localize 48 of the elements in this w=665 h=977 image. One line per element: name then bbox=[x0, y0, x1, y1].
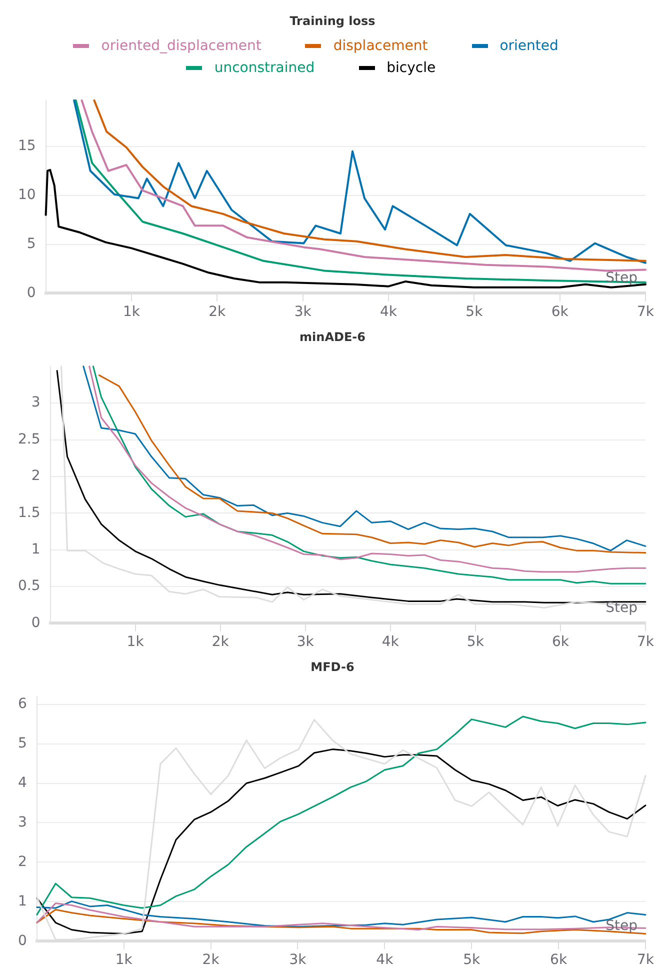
y-tick-label: 1.5 bbox=[18, 504, 40, 521]
x-tick-label: 4k bbox=[376, 952, 394, 968]
y-tick-label: 4 bbox=[18, 774, 27, 791]
x-tick-label: 1k bbox=[122, 304, 141, 320]
x-tick-label: 1k bbox=[126, 634, 145, 650]
y-tick-label: 3 bbox=[18, 814, 27, 830]
y-tick-label: 5 bbox=[26, 236, 36, 252]
x-tick-label: 3k bbox=[289, 952, 308, 968]
x-tick-label: 4k bbox=[382, 634, 400, 650]
x-tick-label: 6k bbox=[552, 634, 570, 650]
x-tick-label: 5k bbox=[466, 304, 484, 320]
x-tick-label: 5k bbox=[463, 952, 482, 968]
y-tick-label: 15 bbox=[18, 138, 36, 154]
y-tick-label: 6 bbox=[18, 696, 27, 712]
chart-title: MFD-6 bbox=[310, 659, 356, 676]
y-tick-label: 2 bbox=[31, 468, 40, 484]
x-tick-label: 3k bbox=[294, 304, 312, 320]
x-tick-label: 2k bbox=[212, 634, 230, 650]
x-tick-label: 7k bbox=[636, 634, 655, 650]
y-tick-label: 0 bbox=[18, 932, 27, 949]
y-tick-label: 1 bbox=[18, 893, 27, 910]
x-tick-label: 1k bbox=[115, 952, 134, 968]
x-tick-label: 2k bbox=[208, 304, 227, 320]
legend-label: unconstrained bbox=[214, 59, 315, 78]
chart-title: Training loss bbox=[288, 13, 376, 30]
chart-title: minADE-6 bbox=[298, 329, 366, 346]
x-tick-label: 7k bbox=[636, 304, 655, 320]
x-tick-label: 2k bbox=[202, 952, 220, 968]
legend-label: displacement bbox=[333, 37, 428, 56]
x-tick-label: 6k bbox=[550, 952, 568, 968]
legend-label: oriented bbox=[500, 37, 558, 56]
y-tick-label: 5 bbox=[18, 735, 27, 752]
y-tick-label: 2 bbox=[18, 854, 27, 870]
x-tick-label: 5k bbox=[466, 634, 485, 650]
x-tick-label: 3k bbox=[296, 634, 315, 650]
x-axis-title: Step bbox=[606, 600, 638, 616]
legend-label: oriented_displacement bbox=[101, 37, 262, 56]
x-tick-label: 7k bbox=[636, 952, 655, 968]
y-tick-label: 0.5 bbox=[18, 578, 40, 594]
y-tick-label: 0 bbox=[31, 614, 40, 631]
y-tick-label: 1 bbox=[31, 541, 40, 558]
y-tick-label: 3 bbox=[31, 394, 40, 411]
y-tick-label: 0 bbox=[26, 284, 36, 301]
y-tick-label: 2.5 bbox=[18, 431, 40, 448]
x-tick-label: 6k bbox=[551, 304, 570, 320]
legend-label: bicycle bbox=[386, 59, 436, 78]
y-tick-label: 10 bbox=[18, 186, 36, 203]
x-tick-label: 4k bbox=[380, 304, 398, 320]
